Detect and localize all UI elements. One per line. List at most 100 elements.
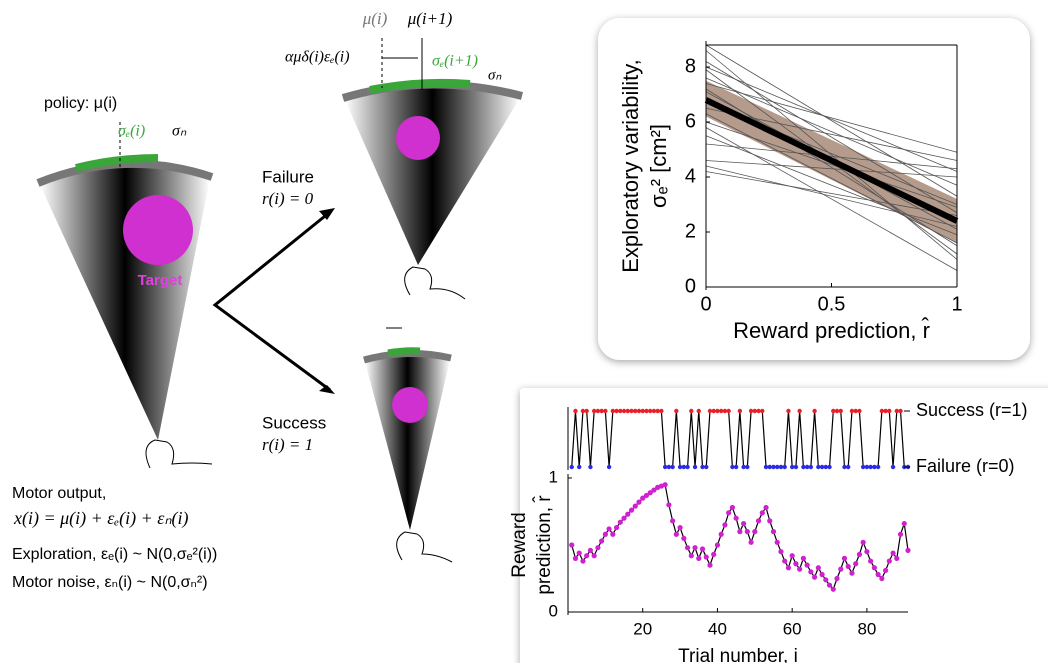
outcome-dot: [771, 464, 776, 470]
outcome-dot: [651, 408, 657, 414]
label: Motor output,: [12, 485, 106, 502]
outcome-dot: [819, 464, 825, 470]
label: Failure: [262, 167, 314, 186]
prediction-dot: [606, 526, 612, 532]
outcome-dot: [718, 408, 724, 414]
prediction-dot: [726, 510, 732, 516]
prediction-dot: [617, 519, 623, 525]
subject-line: [705, 88, 958, 247]
label: αμδ(i)εₑ(i): [285, 49, 350, 66]
y-tick-label: 6: [685, 110, 696, 132]
subject-line: [705, 83, 958, 153]
label: Target: [138, 272, 183, 289]
prediction-dot: [778, 549, 784, 555]
outcome-dot: [666, 464, 672, 470]
y-axis-label: prediction, r̂: [532, 495, 555, 595]
label: μ(i+1): [407, 9, 453, 28]
prediction-dot: [718, 531, 724, 537]
subject-line: [705, 77, 958, 186]
prediction-dot: [696, 555, 702, 562]
outcome-dot: [875, 464, 881, 470]
prediction-dot: [800, 555, 806, 562]
subject-line: [705, 66, 958, 172]
prediction-dot: [684, 545, 691, 551]
y-tick-label: 4: [685, 165, 696, 187]
outcome-dot: [711, 408, 716, 414]
panel: [520, 388, 1048, 663]
prediction-dot: [789, 553, 795, 559]
prediction-dot: [662, 482, 668, 488]
y-tick-label: Success (r=1): [916, 400, 1028, 420]
prediction-dot: [826, 582, 833, 588]
x-tick-label: 0.5: [818, 293, 846, 315]
prediction-dot: [830, 586, 836, 592]
outcome-dot: [569, 464, 574, 470]
outcome-dot: [883, 408, 888, 414]
subject-line: [705, 113, 958, 244]
prediction-dot: [591, 553, 597, 559]
subject-line: [705, 127, 958, 271]
prediction-dot: [834, 575, 840, 582]
subject-line: [705, 44, 958, 197]
prediction-dot: [748, 539, 754, 545]
subject-line: [705, 135, 958, 236]
prediction-dot: [793, 561, 799, 567]
outcome-dot: [831, 408, 836, 414]
x-tick-label: 40: [708, 619, 727, 638]
subject-line: [705, 121, 958, 208]
prediction-dot: [744, 529, 750, 535]
outcome-dot: [782, 464, 787, 470]
y-axis-label: σₑ² [cm²]: [646, 124, 671, 208]
outcome-dot: [733, 464, 739, 470]
outcome-dot: [872, 464, 877, 470]
prediction-dot: [759, 510, 765, 516]
outcome-dot: [584, 408, 589, 414]
prediction-dot: [670, 518, 676, 524]
prediction-dot: [729, 504, 735, 511]
prediction-dot: [595, 545, 601, 551]
x-tick-label: 0: [700, 293, 711, 315]
prediction-dot: [632, 503, 638, 509]
x-tick-label: 80: [857, 619, 876, 638]
y-tick-label: 1: [549, 467, 558, 486]
outcome-dot: [741, 464, 746, 470]
outcome-dot: [812, 408, 817, 414]
outcome-dot: [577, 464, 582, 470]
outcome-dot: [887, 408, 892, 414]
outcome-dot: [621, 408, 627, 414]
outcome-dot: [894, 408, 899, 414]
outcome-dot: [625, 408, 630, 414]
outcome-dot: [696, 408, 701, 414]
prediction-dot: [879, 575, 885, 582]
prediction-dot: [580, 558, 586, 564]
outcome-dot: [804, 464, 810, 470]
label: r(i) = 0: [262, 189, 314, 208]
prediction-dot: [894, 555, 900, 562]
prediction-dot: [808, 569, 814, 575]
prediction-dot: [838, 566, 844, 572]
prediction-dot: [815, 565, 821, 571]
outcome-dot: [767, 464, 772, 470]
outcome-dot: [898, 408, 903, 414]
fan-diagram: [36, 122, 214, 469]
outcome-dot: [700, 464, 705, 470]
y-tick-label: Failure (r=0): [916, 456, 1015, 476]
outcome-dot: [595, 408, 601, 414]
outcome-dot: [868, 464, 873, 470]
y-axis-label: Exploratory variability,: [618, 59, 643, 273]
prediction-dot: [703, 554, 709, 560]
outcome-dot: [580, 408, 586, 414]
outcome-dot: [864, 464, 870, 470]
prediction-dot: [673, 531, 679, 537]
outcome-dot: [707, 408, 713, 414]
prediction-dot: [602, 531, 608, 537]
prediction-dot: [621, 515, 627, 521]
label: Exploration, εₑ(i) ~ N(0,σₑ²(i)): [12, 546, 217, 563]
label: r(i) = 1: [262, 435, 313, 454]
outcome-dot: [857, 408, 862, 414]
prediction-dot: [856, 551, 863, 557]
subject-line: [705, 160, 958, 178]
prediction-dot: [587, 547, 594, 553]
outcome-dot: [610, 408, 616, 414]
outcome-dot: [606, 464, 612, 470]
